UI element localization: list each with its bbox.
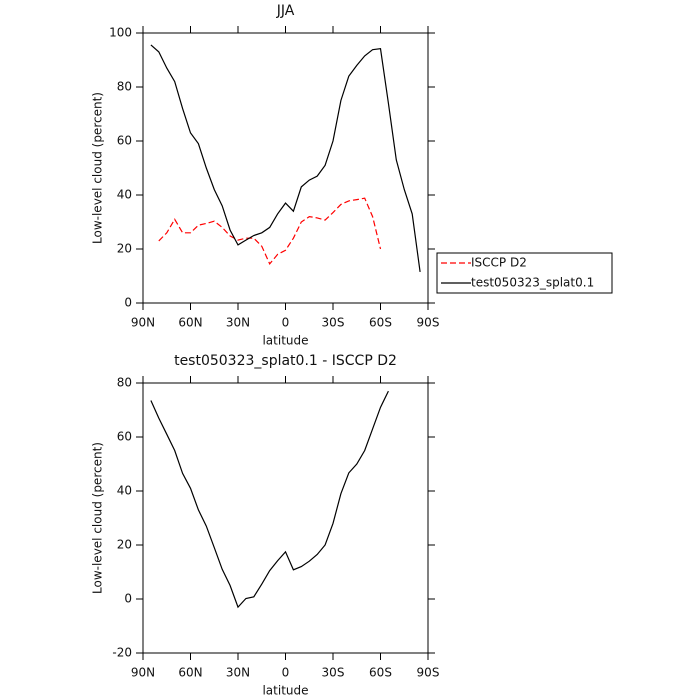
y-tick-label: 20 (117, 538, 132, 552)
x-tick-label: 60N (178, 316, 202, 330)
legend-label: test050323_splat0.1 (471, 276, 594, 290)
legend-label: ISCCP D2 (471, 256, 527, 270)
y-tick-label: 80 (117, 376, 132, 390)
x-axis-label: latitude (262, 334, 308, 348)
x-tick-label: 30N (226, 316, 250, 330)
plot-frame (142, 32, 429, 304)
x-tick-label: 90S (417, 666, 440, 680)
x-tick-label: 0 (282, 666, 290, 680)
legend-box (436, 252, 613, 294)
y-tick-label: 60 (117, 134, 132, 148)
y-tick-label: 0 (124, 296, 132, 310)
y-tick-label: -20 (112, 646, 132, 660)
y-tick-label: 0 (124, 592, 132, 606)
x-tick-label: 90N (131, 316, 155, 330)
x-tick-label: 30S (322, 316, 345, 330)
y-tick-label: 20 (117, 242, 132, 256)
x-tick-label: 90S (417, 316, 440, 330)
y-tick-label: 40 (117, 188, 132, 202)
x-tick-label: 30S (322, 666, 345, 680)
x-tick-label: 90N (131, 666, 155, 680)
line-series (150, 44, 421, 272)
y-axis-label: Low-level cloud (percent) (91, 442, 105, 594)
y-tick-label: 40 (117, 484, 132, 498)
y-axis-label: Low-level cloud (percent) (91, 92, 105, 244)
x-tick-label: 60S (369, 666, 392, 680)
x-tick-label: 60N (178, 666, 202, 680)
chart-title: test050323_splat0.1 - ISCCP D2 (174, 353, 397, 369)
plot-frame (142, 382, 429, 654)
y-tick-label: 100 (109, 26, 132, 40)
x-axis-label: latitude (262, 684, 308, 698)
line-series (150, 390, 389, 609)
line-series (158, 197, 382, 266)
x-tick-label: 30N (226, 666, 250, 680)
x-tick-label: 0 (282, 316, 290, 330)
x-tick-label: 60S (369, 316, 392, 330)
chart-title: JJA (276, 3, 295, 19)
y-tick-label: 80 (117, 80, 132, 94)
y-tick-label: 60 (117, 430, 132, 444)
